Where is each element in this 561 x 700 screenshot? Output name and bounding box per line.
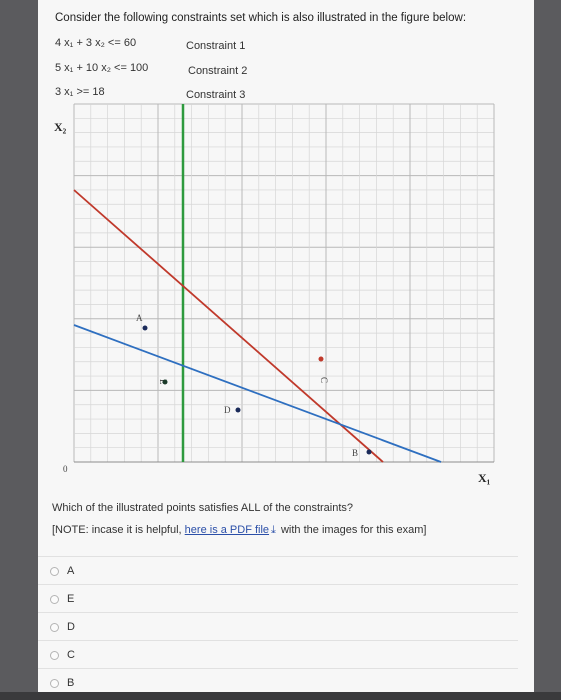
option-d-radio[interactable] <box>50 622 59 632</box>
constraint-1-expression: 4 x₁ + 3 x₂ <= 60 <box>55 37 137 49</box>
point-c-label: C <box>319 377 329 383</box>
option-e[interactable]: E <box>38 584 518 613</box>
note-suffix: with the images for this exam] <box>277 524 427 536</box>
constraint-2-label: Constraint 2 <box>188 65 248 77</box>
option-d-label: D <box>67 621 75 633</box>
grid-lines <box>73 103 495 463</box>
option-e-radio[interactable] <box>50 594 59 604</box>
option-a-radio[interactable] <box>50 566 59 576</box>
point-e-dot <box>162 379 168 385</box>
point-a-dot <box>142 325 148 331</box>
download-icon[interactable]: ⤓ <box>271 524 276 536</box>
constraint-1-label: Constraint 1 <box>186 40 246 52</box>
note-text: [NOTE: incase it is helpful, here is a P… <box>52 524 426 537</box>
constraint-2-line <box>73 324 442 463</box>
option-b[interactable]: B <box>38 668 518 697</box>
point-d-label: D <box>224 405 231 415</box>
constraint-1-line <box>73 189 384 463</box>
note-prefix: [NOTE: incase it is helpful, <box>52 524 185 536</box>
option-c-label: C <box>67 649 75 661</box>
y-axis-label: X₂ <box>54 120 67 134</box>
option-e-label: E <box>67 593 75 605</box>
sub-question: Which of the illustrated points satisfie… <box>52 502 354 514</box>
option-a-label: A <box>67 565 75 577</box>
question-text: Consider the following constraints set w… <box>55 12 467 24</box>
point-b-dot <box>366 449 372 455</box>
bottom-bar <box>0 692 561 700</box>
pdf-file-link[interactable]: here is a PDF file <box>184 524 270 536</box>
point-c-dot <box>318 356 324 362</box>
option-b-label: B <box>67 677 75 689</box>
option-b-radio[interactable] <box>50 678 59 688</box>
question-card: Consider the following constraints set w… <box>38 0 534 692</box>
option-a[interactable]: A <box>38 556 518 585</box>
constraint-3-expression: 3 x₁ >= 18 <box>55 86 105 98</box>
x-axis-label: X₁ <box>478 471 491 485</box>
origin-label: 0 <box>63 464 68 474</box>
point-d-dot <box>235 407 241 413</box>
point-a-label: A <box>136 313 143 323</box>
constraint-3-label: Constraint 3 <box>186 89 246 101</box>
point-b-label: B <box>352 448 358 458</box>
option-c[interactable]: C <box>38 640 518 669</box>
option-c-radio[interactable] <box>50 650 59 660</box>
constraint-2-expression: 5 x₁ + 10 x₂ <= 100 <box>55 62 149 74</box>
option-d[interactable]: D <box>38 612 518 641</box>
constraint-graph: X₂ 0 X₁ A E C D B <box>54 103 495 485</box>
